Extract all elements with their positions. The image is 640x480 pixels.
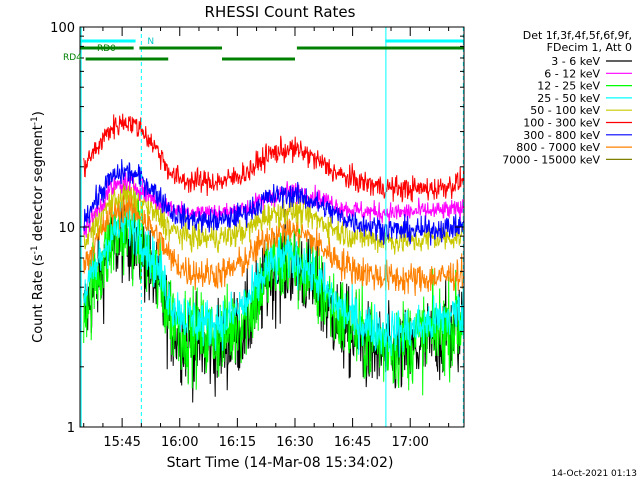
y-axis-label-part: Count Rate (s (31, 254, 46, 343)
y-axis-label-superscript: -1 (30, 116, 40, 125)
x-tick-label: 17:00 (391, 435, 428, 450)
x-tick-label: 16:00 (161, 435, 198, 450)
legend-entry-label: 50 - 100 keV (530, 104, 600, 117)
series-line-300-800keV (83, 159, 465, 246)
y-axis-label-part: detector segment (31, 125, 46, 245)
y-tick-label: 1 (67, 421, 75, 436)
flag-label-rd0: RD0 (97, 44, 116, 54)
legend-header-line: FDecim 1, Att 0 (547, 41, 632, 54)
marker-label: N (147, 37, 154, 47)
generation-timestamp: 14-Oct-2021 01:13 (552, 469, 637, 479)
x-tick-label: 16:15 (219, 435, 256, 450)
series-line-800-7000keV (83, 186, 465, 297)
legend-entry-label: 25 - 50 keV (537, 92, 600, 105)
x-axis-label: Start Time (14-Mar-08 15:34:02) (167, 455, 394, 471)
plot-data-area: RD0 N (80, 27, 465, 427)
x-axis-ticks: 15:45 16:00 16:15 16:30 16:45 17:00 (83, 27, 450, 450)
legend: Det 1f,3f,4f,5f,6f,9f,FDecim 1, Att 03 -… (502, 29, 632, 166)
y-axis-label: Count Rate (s-1 detector segment-1) (30, 111, 46, 343)
legend-header-line: Det 1f,3f,4f,5f,6f,9f, (523, 29, 632, 42)
series-line-25-50keV (83, 201, 465, 358)
y-axis-ticks: 1 10 100 (50, 21, 464, 436)
y-tick-label: 10 (58, 221, 75, 236)
chart-title: RHESSI Count Rates (205, 3, 356, 21)
legend-entry-label: 6 - 12 keV (544, 67, 600, 80)
y-tick-label: 100 (50, 21, 75, 36)
legend-entry-label: 800 - 7000 keV (516, 141, 600, 154)
legend-entry-label: 3 - 6 keV (551, 55, 600, 68)
x-tick-label: 16:30 (276, 435, 313, 450)
series-line-100-300keV (83, 113, 465, 203)
x-tick-label: 16:45 (334, 435, 371, 450)
legend-entry-label: 300 - 800 keV (523, 129, 600, 142)
legend-entry-label: 7000 - 15000 keV (502, 153, 600, 166)
y-axis-label-superscript: -1 (30, 245, 40, 254)
y-axis-label-part: ) (31, 111, 46, 116)
legend-entry-label: 100 - 300 keV (523, 117, 600, 130)
flag-label-rd4: RD4 (63, 53, 82, 63)
x-tick-label: 15:45 (103, 435, 140, 450)
legend-entry-label: 12 - 25 keV (537, 80, 600, 93)
